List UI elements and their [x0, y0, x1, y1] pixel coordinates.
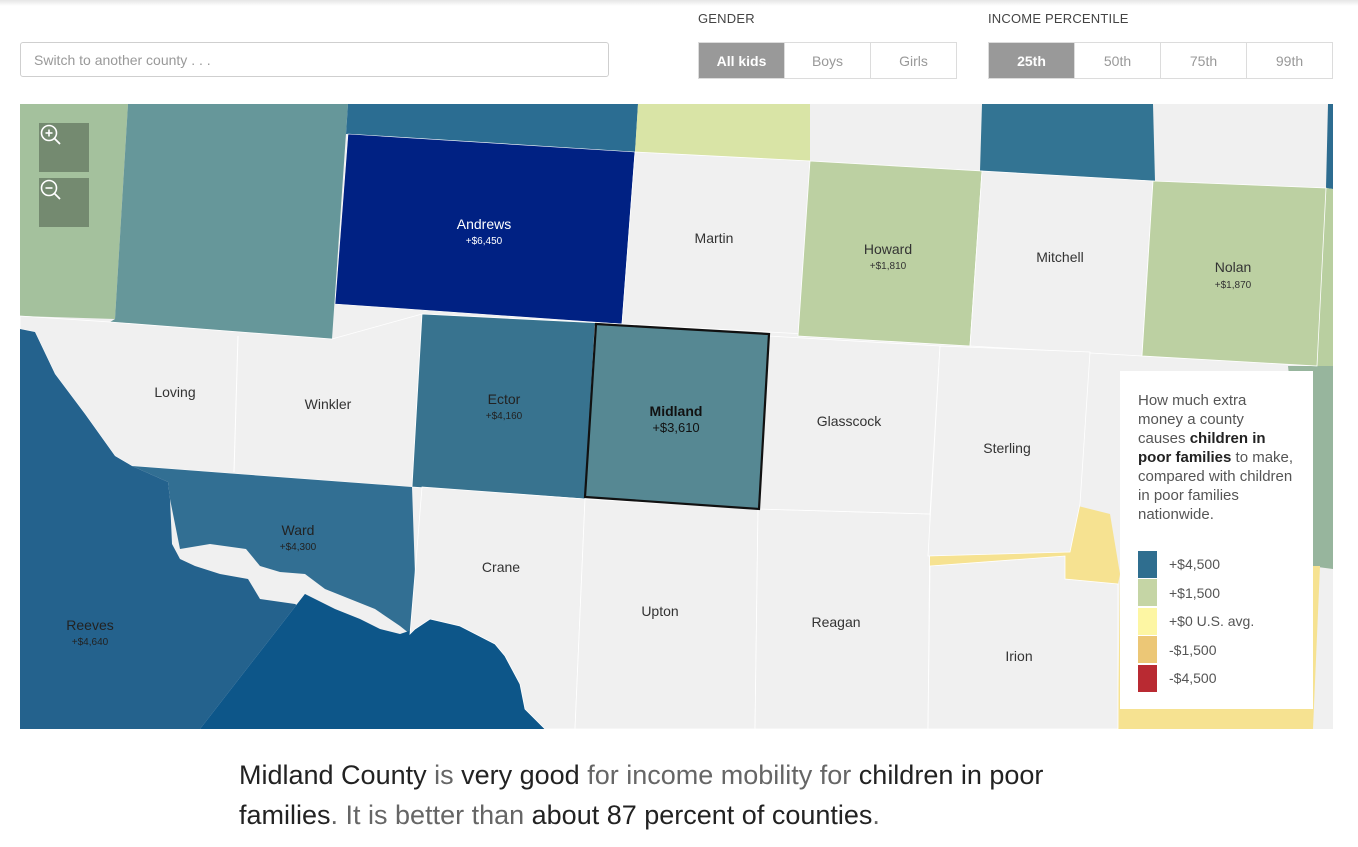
legend-swatch [1138, 550, 1157, 578]
map-canvas: Andrews +$6,450 Martin Howard +$1,810 Mi… [20, 104, 1333, 729]
county-ward[interactable] [132, 466, 415, 634]
legend-label: -$4,500 [1169, 670, 1217, 687]
gender-all-kids-button[interactable]: All kids [699, 43, 785, 78]
gender-boys-button[interactable]: Boys [785, 43, 871, 78]
county-sterling[interactable] [927, 345, 1091, 557]
county-east-a[interactable] [1317, 188, 1333, 366]
loving-winkler-border [233, 335, 239, 473]
gender-toggle: All kids Boys Girls [698, 42, 957, 79]
value-ector: +$4,160 [486, 411, 523, 422]
label-martin: Martin [695, 230, 734, 246]
zoom-in-button[interactable] [39, 123, 89, 172]
label-ector: Ector [488, 391, 521, 407]
label-irion: Irion [1005, 648, 1032, 664]
map-legend: How much extra money a county causes chi… [1120, 371, 1313, 709]
value-midland: +$3,610 [652, 420, 699, 435]
label-loving: Loving [154, 384, 195, 400]
label-nolan: Nolan [1215, 259, 1252, 275]
percentile-50th-button[interactable]: 50th [1075, 43, 1161, 78]
percentile-99th-button[interactable]: 99th [1247, 43, 1332, 78]
label-winkler: Winkler [305, 396, 352, 412]
county-northeast-b[interactable] [1326, 104, 1333, 189]
gender-girls-button[interactable]: Girls [871, 43, 956, 78]
legend-title: How much extra money a county causes chi… [1138, 392, 1294, 523]
zoom-out-icon [40, 179, 61, 200]
income-percentile-label: INCOME PERCENTILE [988, 11, 1129, 26]
county-midland-selected[interactable] [583, 322, 771, 511]
label-sterling: Sterling [983, 440, 1030, 456]
legend-item: +$1,500 [1138, 579, 1295, 608]
value-andrews: +$6,450 [466, 236, 503, 247]
county-north-a[interactable] [346, 104, 638, 152]
gender-label: GENDER [698, 11, 755, 26]
label-ward: Ward [282, 522, 315, 538]
legend-item: -$1,500 [1138, 636, 1295, 665]
legend-label: +$4,500 [1169, 556, 1220, 573]
legend-item: +$0 U.S. avg. [1138, 607, 1295, 636]
county-pecos[interactable] [200, 594, 545, 729]
county-northeast-a[interactable] [980, 104, 1155, 181]
zoom-in-icon [40, 124, 61, 145]
legend-swatch [1138, 664, 1157, 692]
county-irion[interactable] [927, 555, 1119, 729]
label-upton: Upton [641, 603, 678, 619]
label-midland: Midland [650, 403, 703, 419]
value-reeves: +$4,640 [72, 637, 109, 648]
percentile-75th-button[interactable]: 75th [1161, 43, 1247, 78]
county-crane[interactable] [409, 486, 586, 729]
income-percentile-toggle: 25th 50th 75th 99th [988, 42, 1333, 79]
county-north-b[interactable] [635, 104, 810, 161]
label-reagan: Reagan [811, 614, 860, 630]
label-mitchell: Mitchell [1036, 249, 1083, 265]
label-howard: Howard [864, 241, 912, 257]
label-andrews: Andrews [457, 216, 511, 232]
county-reeves[interactable] [20, 329, 360, 729]
percentile-25th-button[interactable]: 25th [989, 43, 1075, 78]
label-crane: Crane [482, 559, 520, 575]
legend-swatch [1138, 579, 1157, 607]
county-summary-caption: Midland County is very good for income m… [239, 760, 1044, 830]
value-howard: +$1,810 [870, 261, 907, 272]
legend-label: +$1,500 [1169, 584, 1220, 601]
county-search-input[interactable] [20, 42, 609, 77]
value-nolan: +$1,870 [1215, 280, 1252, 291]
label-reeves: Reeves [66, 617, 113, 633]
legend-item: +$4,500 [1138, 550, 1295, 579]
county-northwest-b[interactable] [110, 104, 348, 339]
county-nolan[interactable] [1141, 180, 1327, 367]
legend-item: -$4,500 [1138, 664, 1295, 693]
top-shadow [0, 0, 1358, 6]
label-glasscock: Glasscock [817, 413, 883, 429]
legend-swatch [1138, 607, 1157, 635]
zoom-out-button[interactable] [39, 178, 89, 227]
county-map[interactable]: Andrews +$6,450 Martin Howard +$1,810 Mi… [20, 104, 1333, 729]
legend-swatch [1138, 636, 1157, 664]
legend-label: +$0 U.S. avg. [1169, 613, 1255, 630]
value-ward: +$4,300 [280, 542, 317, 553]
legend-label: -$1,500 [1169, 641, 1217, 658]
